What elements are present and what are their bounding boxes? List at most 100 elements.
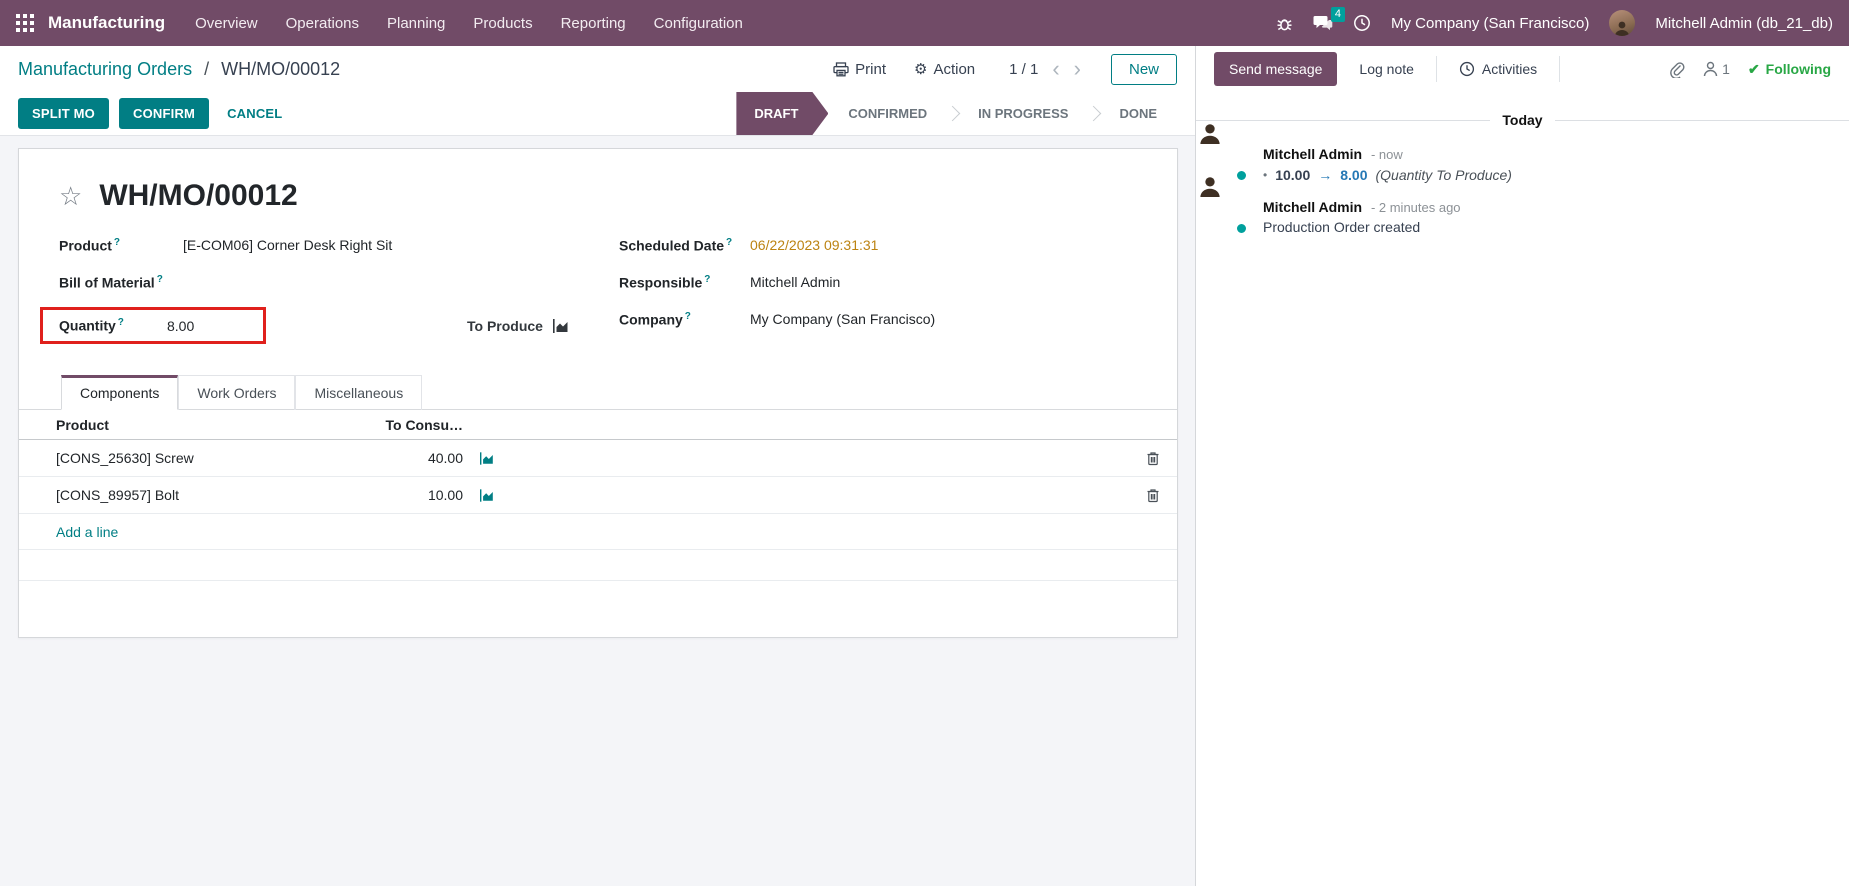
messages-badge: 4 [1330, 7, 1345, 22]
followers-button[interactable]: 1 [1703, 61, 1730, 77]
action-button[interactable]: ⚙ Action [913, 60, 976, 79]
arrow-right-icon: → [1318, 167, 1333, 183]
components-table-header: Product To Consu… [19, 410, 1177, 440]
empty-table-row [19, 550, 1177, 581]
menu-overview[interactable]: Overview [195, 14, 258, 32]
company-value[interactable]: My Company (San Francisco) [750, 311, 936, 327]
confirm-button[interactable]: CONFIRM [119, 98, 210, 129]
split-mo-button[interactable]: SPLIT MO [18, 98, 109, 129]
menu-products[interactable]: Products [473, 14, 533, 32]
toolbar-divider [1435, 56, 1437, 82]
content-area: ☆ WH/MO/00012 Product? [E-COM06] Corner … [0, 136, 1195, 886]
top-navbar: Manufacturing Overview Operations Planni… [0, 0, 1849, 46]
online-status-dot [1235, 169, 1248, 182]
breadcrumb: Manufacturing Orders / WH/MO/00012 [18, 59, 340, 80]
app-name[interactable]: Manufacturing [48, 13, 166, 32]
quantity-highlight-box: Quantity? 8.00 [40, 307, 266, 344]
product-value[interactable]: [E-COM06] Corner Desk Right Sit [183, 237, 393, 253]
tracking-new-value: 8.00 [1340, 167, 1368, 183]
messages-icon[interactable]: 4 [1313, 7, 1345, 32]
add-line-row: Add a line [19, 514, 1177, 550]
favorite-star-icon[interactable]: ☆ [59, 181, 83, 211]
component-qty[interactable]: 10.00 [427, 487, 463, 503]
scheduled-date-value[interactable]: 06/22/2023 09:31:31 [750, 237, 879, 253]
to-produce-button[interactable]: To Produce [467, 318, 570, 334]
chatter-message: Mitchell Admin - 2 minutes ago Productio… [1196, 177, 1849, 235]
follower-count: 1 [1722, 61, 1730, 77]
gear-icon: ⚙ [913, 61, 928, 78]
quantity-label: Quantity? [59, 317, 124, 334]
send-message-button[interactable]: Send message [1214, 52, 1338, 86]
menu-operations[interactable]: Operations [285, 14, 359, 32]
status-in-progress[interactable]: IN PROGRESS [978, 106, 1069, 121]
tab-work-orders[interactable]: Work Orders [178, 375, 296, 410]
chatter-toolbar: Send message Log note Activities 1 ✔ Fol… [1196, 46, 1849, 92]
user-menu[interactable]: Mitchell Admin (db_21_db) [1655, 14, 1833, 32]
cancel-button[interactable]: CANCEL [227, 106, 283, 121]
component-qty[interactable]: 40.00 [427, 450, 463, 466]
delete-row-icon[interactable] [1146, 488, 1177, 503]
message-time: - 2 minutes ago [1370, 200, 1461, 215]
help-icon: ? [704, 273, 711, 285]
printer-icon [833, 61, 849, 76]
user-avatar[interactable] [1609, 10, 1636, 36]
person-icon [1703, 61, 1718, 77]
delete-row-icon[interactable] [1146, 451, 1177, 466]
responsible-label: Responsible? [619, 273, 711, 291]
status-confirmed[interactable]: CONFIRMED [848, 106, 928, 121]
column-to-consume[interactable]: To Consu… [385, 416, 463, 433]
menu-configuration[interactable]: Configuration [653, 14, 743, 32]
check-icon: ✔ [1747, 60, 1760, 77]
form-sheet: ☆ WH/MO/00012 Product? [E-COM06] Corner … [18, 148, 1178, 638]
component-product[interactable]: [CONS_25630] Screw [56, 450, 194, 466]
help-icon: ? [117, 317, 124, 329]
message-body: Production Order created [1263, 219, 1421, 235]
responsible-value[interactable]: Mitchell Admin [750, 274, 841, 290]
tracking-old-value: 10.00 [1275, 167, 1311, 183]
apps-grid-icon[interactable] [16, 14, 34, 32]
company-switcher[interactable]: My Company (San Francisco) [1390, 14, 1590, 32]
activities-button[interactable]: Activities [1459, 61, 1537, 77]
pager-value: 1 / 1 [1009, 60, 1039, 78]
breadcrumb-manufacturing-orders[interactable]: Manufacturing Orders [18, 58, 193, 79]
table-row[interactable]: [CONS_25630] Screw 40.00 [19, 440, 1177, 477]
scheduled-date-label: Scheduled Date? [619, 236, 733, 254]
menu-planning[interactable]: Planning [387, 14, 446, 32]
table-row[interactable]: [CONS_89957] Bolt 10.00 [19, 477, 1177, 514]
following-button[interactable]: ✔ Following [1747, 60, 1831, 78]
new-button[interactable]: New [1110, 53, 1177, 85]
main-panel: Manufacturing Orders / WH/MO/00012 Print… [0, 46, 1196, 886]
component-product[interactable]: [CONS_89957] Bolt [56, 487, 179, 503]
log-note-button[interactable]: Log note [1359, 61, 1414, 77]
page-title: WH/MO/00012 [99, 179, 298, 212]
product-label: Product? [59, 236, 120, 254]
quantity-value[interactable]: 8.00 [167, 317, 195, 334]
message-author[interactable]: Mitchell Admin [1263, 146, 1363, 162]
activity-clock-icon[interactable] [1353, 14, 1371, 32]
bill-of-material-label: Bill of Material? [59, 273, 163, 291]
status-draft[interactable]: DRAFT [736, 92, 828, 135]
tracking-field-name: (Quantity To Produce) [1375, 167, 1512, 183]
debug-bug-icon[interactable] [1276, 15, 1293, 32]
action-status-row: SPLIT MO CONFIRM CANCEL DRAFT CONFIRMED … [0, 92, 1195, 136]
column-product[interactable]: Product [56, 416, 109, 433]
pager-next-icon[interactable]: › [1073, 56, 1081, 81]
tracking-change: • 10.00 → 8.00 (Quantity To Produce) [1263, 167, 1512, 183]
pager-previous-icon[interactable]: ‹ [1052, 56, 1060, 81]
forecast-chart-icon[interactable] [463, 488, 499, 502]
message-time: - now [1370, 147, 1403, 162]
tab-miscellaneous[interactable]: Miscellaneous [295, 375, 423, 410]
tab-components[interactable]: Components [61, 375, 179, 410]
toolbar-divider [1559, 56, 1561, 82]
status-done[interactable]: DONE [1119, 106, 1157, 121]
breadcrumb-separator: / [204, 58, 210, 79]
help-icon: ? [684, 310, 691, 322]
add-a-line-link[interactable]: Add a line [56, 523, 119, 540]
bullet-icon: • [1263, 168, 1268, 182]
forecast-chart-icon[interactable] [463, 451, 499, 465]
forecast-chart-icon [552, 318, 568, 333]
attachment-paperclip-icon[interactable] [1669, 61, 1685, 78]
menu-reporting[interactable]: Reporting [560, 14, 626, 32]
print-button[interactable]: Print [833, 61, 886, 78]
message-author[interactable]: Mitchell Admin [1263, 199, 1363, 215]
